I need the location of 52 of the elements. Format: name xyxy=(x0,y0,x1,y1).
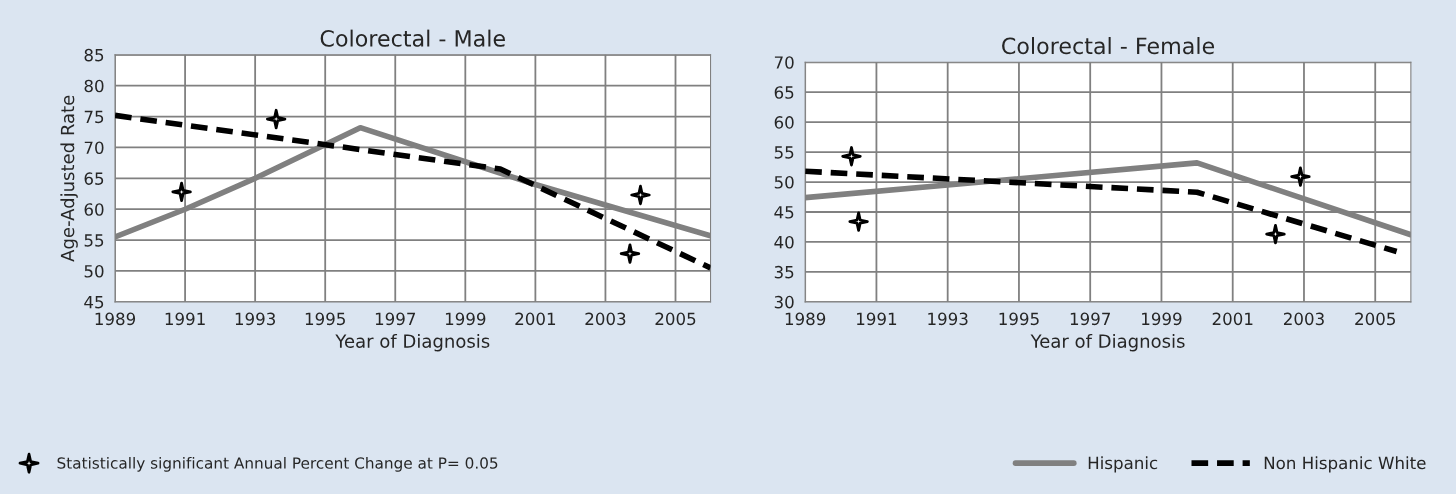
legend-label: Hispanic xyxy=(1088,456,1158,473)
point xyxy=(619,243,641,264)
legend-label: Non Hispanic White xyxy=(1264,456,1426,473)
x-tick-label: 1993 xyxy=(235,312,276,326)
x-tick-label: 2003 xyxy=(585,312,626,326)
x-tick-label: 1991 xyxy=(857,312,897,326)
y-tick-label: 55 xyxy=(774,146,794,159)
y-tick-label: 30 xyxy=(774,295,794,309)
y-tick-label: 70 xyxy=(774,56,794,69)
y-tick-label: 55 xyxy=(84,234,104,247)
chart-title: Colorectal - Male xyxy=(320,29,505,47)
y-tick-label: 80 xyxy=(84,79,104,93)
point xyxy=(848,211,869,232)
x-tick-label: 1995 xyxy=(305,312,345,326)
point xyxy=(171,181,192,203)
x-axis-title: Year of Diagnosis xyxy=(335,333,490,352)
y-tick-label: 35 xyxy=(774,265,794,279)
point xyxy=(841,146,862,167)
x-tick-label: 1997 xyxy=(1070,312,1110,326)
x-tick-label: 2005 xyxy=(655,312,696,326)
y-axis-title: Age-Adjusted Rate xyxy=(60,95,78,262)
y-tick-label: 65 xyxy=(84,172,104,185)
x-tick-label: 1991 xyxy=(165,312,205,326)
x-tick-label: 1999 xyxy=(445,312,486,326)
x-tick-label: 2001 xyxy=(515,312,556,326)
chart-title: Colorectal - Female xyxy=(1002,37,1215,55)
x-tick-label: 1997 xyxy=(375,312,416,326)
point xyxy=(630,184,651,206)
y-tick-label: 50 xyxy=(774,176,794,189)
y-tick-label: 75 xyxy=(84,110,104,124)
point xyxy=(1265,223,1286,245)
legend-label: Statistically significant Annual Percent Change at P= 0.05 xyxy=(57,456,498,472)
y-tick-label: 50 xyxy=(84,264,104,278)
y-tick-label: 45 xyxy=(774,206,794,219)
x-axis-title: Year of Diagnosis xyxy=(1030,333,1185,352)
point xyxy=(265,108,287,130)
y-tick-label: 85 xyxy=(84,48,104,62)
y-tick-label: 40 xyxy=(774,235,794,249)
y-tick-label: 70 xyxy=(84,141,104,155)
x-tick-label: 2005 xyxy=(1355,312,1395,326)
y-tick-label: 60 xyxy=(774,116,794,129)
x-tick-label: 1993 xyxy=(928,312,968,326)
x-tick-label: 1995 xyxy=(999,312,1039,326)
x-tick-label: 2003 xyxy=(1283,312,1324,326)
y-tick-label: 45 xyxy=(84,296,104,309)
point xyxy=(1290,166,1311,187)
x-tick-label: 1989 xyxy=(785,312,826,326)
x-tick-label: 2001 xyxy=(1212,312,1253,326)
x-tick-label: 1989 xyxy=(95,312,136,326)
y-tick-label: 60 xyxy=(84,203,104,216)
y-tick-label: 65 xyxy=(774,86,794,99)
x-tick-label: 1999 xyxy=(1142,312,1182,326)
